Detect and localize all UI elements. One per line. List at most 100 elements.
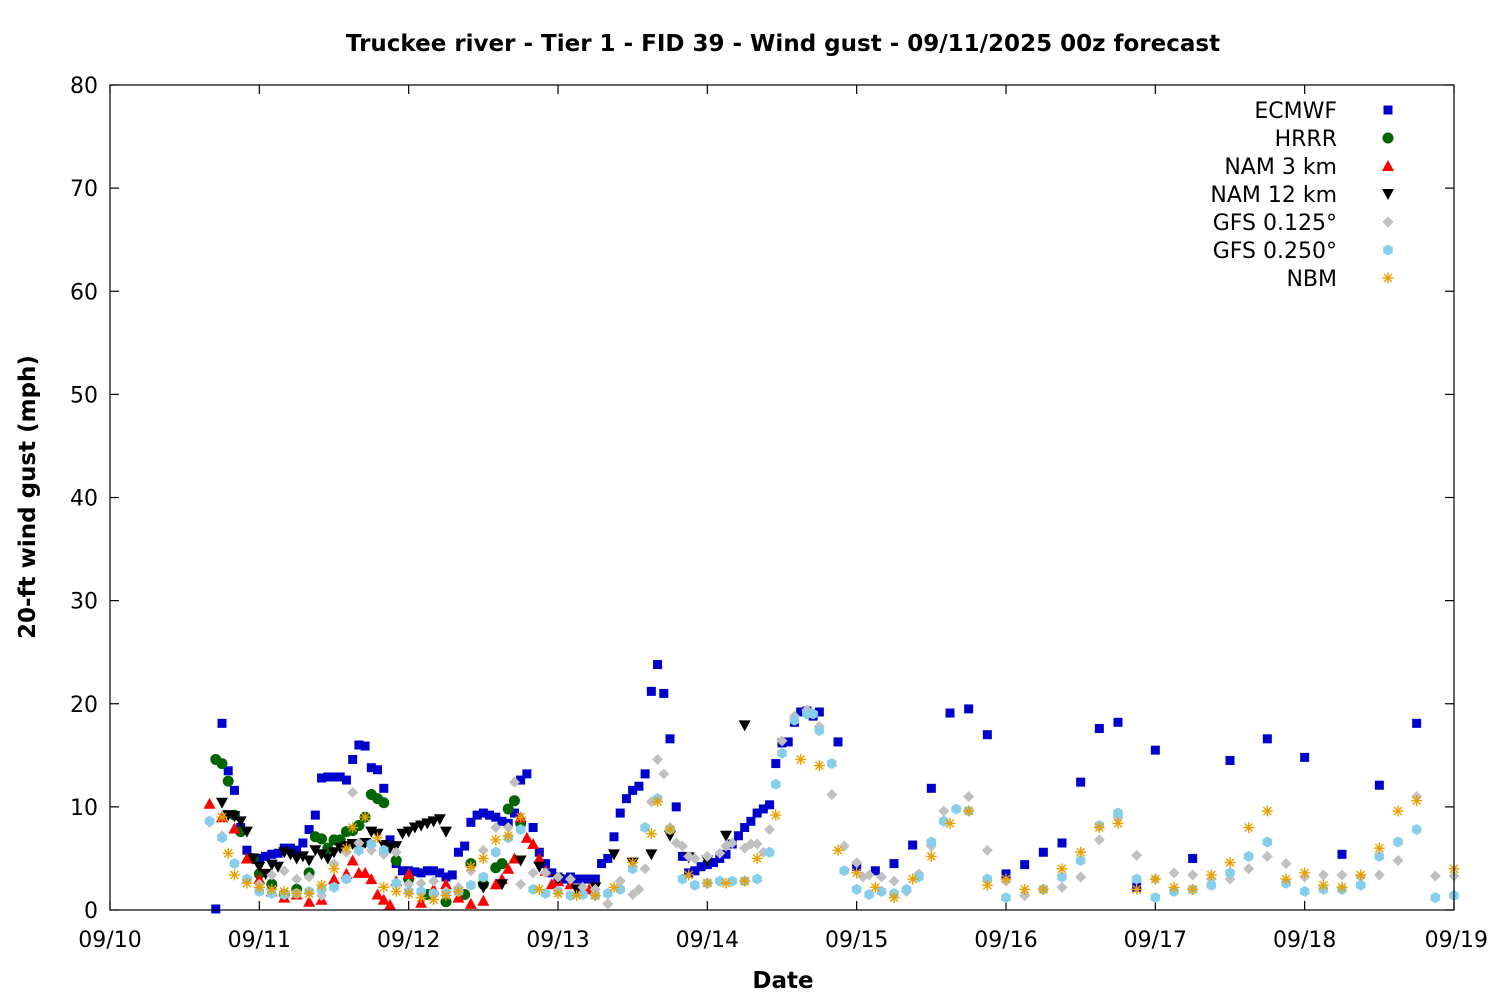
point-nbm <box>1224 857 1236 869</box>
point-ecmwf <box>472 810 482 820</box>
point-ecmwf <box>1300 752 1310 762</box>
point-nbm <box>477 852 489 864</box>
point-nbm <box>1075 846 1087 858</box>
point-nam-12-km <box>234 816 247 828</box>
point-gfs-0-125 <box>676 840 688 852</box>
x-tick-label: 09/12 <box>377 928 440 953</box>
point-nbm <box>552 888 564 899</box>
legend-label: NBM <box>1286 267 1337 292</box>
point-gfs-0-125 <box>764 824 776 836</box>
point-ecmwf <box>833 737 843 747</box>
point-nam-3-km <box>533 852 546 864</box>
legend-label: HRRR <box>1275 127 1337 152</box>
point-ecmwf <box>1094 724 1104 733</box>
point-ecmwf <box>690 866 700 876</box>
point-ecmwf <box>1076 777 1086 787</box>
y-tick-label: 50 <box>70 383 98 408</box>
point-ecmwf <box>348 754 358 764</box>
point-nbm <box>944 817 956 829</box>
point-ecmwf <box>796 707 806 717</box>
point-nbm <box>869 881 881 893</box>
point-gfs-0-250 <box>771 778 781 790</box>
point-ecmwf <box>746 816 756 826</box>
point-nam-12-km <box>440 826 452 838</box>
point-ecmwf <box>696 862 706 872</box>
x-tick-label: 09/16 <box>974 928 1037 953</box>
point-ecmwf <box>360 741 370 751</box>
point-gfs-0-250 <box>565 890 576 902</box>
point-gfs-0-250 <box>1243 850 1254 862</box>
point-ecmwf <box>1412 718 1422 728</box>
point-nbm <box>1411 795 1423 807</box>
point-ecmwf <box>541 859 551 869</box>
legend: ECMWF HRRR NAM 3 km NAM 12 km GFS 0.125° GFS … <box>1210 99 1394 292</box>
point-ecmwf <box>385 835 395 845</box>
point-ecmwf <box>783 737 793 747</box>
point-nam-3-km <box>359 866 372 878</box>
y-tick-label: 0 <box>84 899 98 924</box>
x-tick-label: 09/18 <box>1273 928 1336 953</box>
point-ecmwf <box>721 849 731 859</box>
point-gfs-0-125 <box>714 847 726 859</box>
point-nbm <box>1392 805 1404 817</box>
legend-marker-hrrr <box>1382 132 1394 144</box>
point-ecmwf <box>254 853 264 863</box>
y-tick-label: 80 <box>70 74 98 99</box>
point-gfs-0-250 <box>808 708 818 720</box>
point-gfs-0-125 <box>639 863 651 875</box>
point-nbm <box>291 888 303 899</box>
point-nbm <box>533 883 545 895</box>
point-gfs-0-250 <box>1001 892 1011 904</box>
point-nam-12-km <box>303 855 316 867</box>
point-nam-12-km <box>720 830 732 842</box>
point-gfs-0-125 <box>751 838 763 850</box>
point-gfs-0-125 <box>527 867 539 879</box>
point-gfs-0-250 <box>341 873 352 885</box>
x-tick-label: 09/15 <box>825 928 888 953</box>
point-nam-3-km <box>477 894 490 906</box>
point-nam-3-km <box>384 898 396 910</box>
x-tick-label: 09/14 <box>676 928 739 953</box>
point-nbm <box>751 852 763 864</box>
point-nam-12-km <box>402 826 415 838</box>
point-nbm <box>571 890 583 902</box>
point-ecmwf <box>366 763 376 773</box>
x-tick-label: 09/13 <box>526 928 589 953</box>
point-ecmwf <box>323 772 333 782</box>
point-gfs-0-125 <box>508 776 520 788</box>
point-nbm <box>372 832 384 844</box>
y-tick-label: 30 <box>70 590 98 615</box>
point-gfs-0-250 <box>864 889 874 901</box>
x-axis-label: Date <box>752 968 813 994</box>
point-nbm <box>1131 883 1143 895</box>
point-gfs-0-125 <box>266 869 278 881</box>
point-gfs-0-125 <box>888 875 900 887</box>
point-gfs-0-250 <box>901 883 912 895</box>
point-ecmwf <box>317 773 327 783</box>
point-gfs-0-250 <box>1057 871 1067 883</box>
point-nbm <box>981 879 993 891</box>
point-nam-3-km <box>452 891 465 903</box>
point-nbm <box>832 844 844 856</box>
point-gfs-0-250 <box>627 863 638 875</box>
legend-label: NAM 12 km <box>1210 183 1337 208</box>
point-nam-3-km <box>520 831 533 843</box>
legend-marker-gfs-0-250 <box>1383 244 1393 256</box>
point-gfs-0-250 <box>1411 824 1422 836</box>
point-gfs-0-250 <box>777 747 787 759</box>
point-nam-3-km <box>253 873 266 885</box>
point-ecmwf <box>211 904 221 914</box>
point-ecmwf <box>273 848 283 858</box>
point-gfs-0-250 <box>528 883 538 895</box>
point-gfs-0-125 <box>1392 855 1404 866</box>
point-ecmwf <box>292 845 302 855</box>
point-ecmwf <box>628 785 638 795</box>
point-nam-3-km <box>365 873 378 885</box>
point-nam-3-km <box>371 888 384 900</box>
point-gfs-0-125 <box>403 878 415 890</box>
point-gfs-0-125 <box>863 869 875 881</box>
point-gfs-0-125 <box>390 846 402 858</box>
point-nam-3-km <box>303 895 316 907</box>
point-ecmwf <box>926 783 936 793</box>
point-gfs-0-125 <box>776 735 788 747</box>
